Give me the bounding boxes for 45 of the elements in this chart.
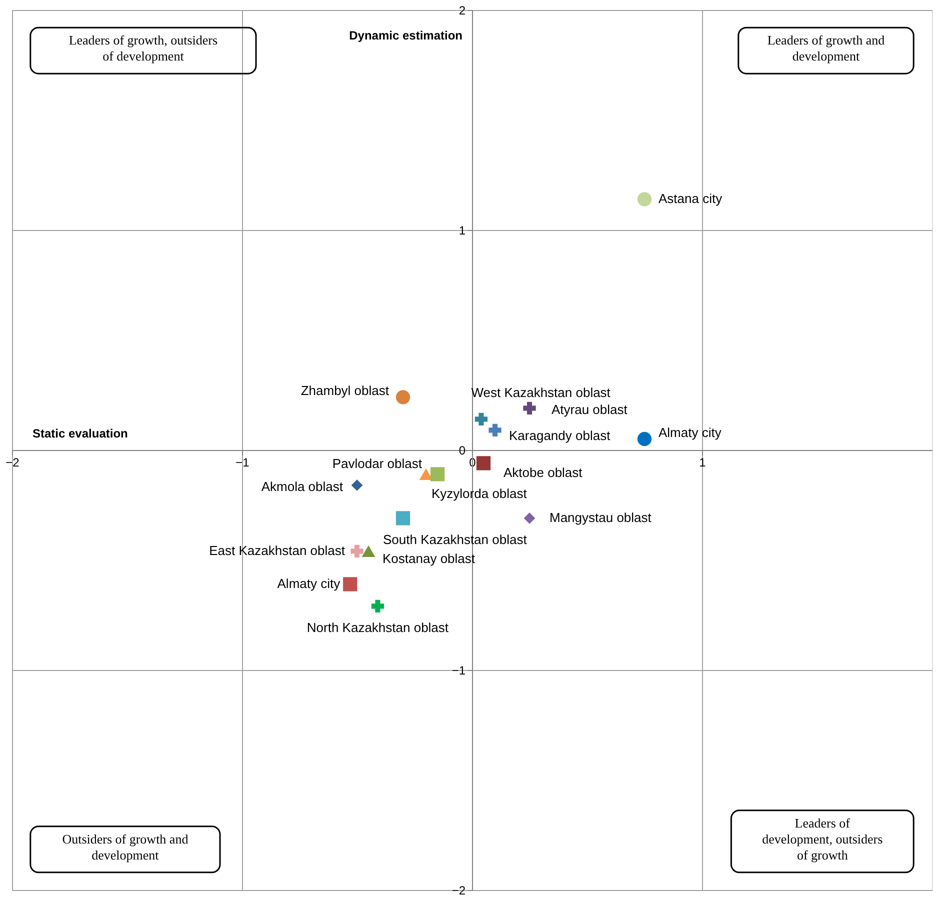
- series-label: Akmola oblast: [261, 479, 344, 494]
- point: [371, 600, 384, 613]
- series-label: Kostanay oblast: [382, 551, 476, 566]
- series-label: Zhambyl oblast: [300, 383, 390, 398]
- y-tick-label: −2: [452, 884, 466, 898]
- point: [523, 402, 536, 415]
- point: [351, 480, 363, 491]
- point: [396, 390, 410, 404]
- series-label: Pavlodar oblast: [332, 456, 422, 472]
- point: [362, 545, 376, 558]
- annotation: Leaders of growth and development: [767, 32, 886, 64]
- x-axis-title: Static evaluation: [32, 426, 128, 440]
- point: [430, 467, 445, 482]
- point: [396, 511, 410, 526]
- annotation: Leaders of development, outsiders of growth: [762, 815, 883, 862]
- series-label: Almaty city: [658, 425, 722, 440]
- series-label: East Kazakhstan oblast: [209, 543, 346, 558]
- point: [488, 424, 502, 437]
- y-tick-label: 2: [458, 4, 466, 18]
- point: [637, 432, 652, 446]
- y-tick-label: 1: [458, 224, 466, 238]
- annotation: Leaders of growth, outsiders of development: [68, 32, 218, 64]
- point: [476, 456, 491, 470]
- series-label: Almaty city: [277, 576, 341, 592]
- series-label: Mangystau oblast: [550, 510, 652, 526]
- series-label: North Kazakhstan oblast: [306, 620, 449, 636]
- series-label: West Kazakhstan oblast: [471, 385, 611, 400]
- series-label: South Kazakhstan oblast: [383, 532, 528, 548]
- y-axis-title: Dynamic estimation: [349, 28, 462, 42]
- y-tick-label: 0: [458, 444, 466, 458]
- annotation: Outsiders of growth and development: [62, 831, 189, 862]
- x-tick-label: 1: [699, 456, 706, 470]
- point: [637, 192, 652, 206]
- point: [524, 512, 536, 524]
- series-label: Atyrau oblast: [552, 402, 628, 418]
- point: [474, 412, 488, 426]
- x-tick-label: −1: [236, 456, 250, 470]
- point: [343, 577, 358, 592]
- y-tick-label: −1: [452, 664, 466, 678]
- series-label: Aktobe oblast: [504, 465, 583, 480]
- point: [350, 544, 364, 558]
- series-label: Astana city: [658, 191, 723, 206]
- x-tick-label: −2: [6, 456, 20, 470]
- series-label: Kyzylorda oblast: [432, 486, 528, 502]
- series-label: Karagandy oblast: [509, 428, 611, 444]
